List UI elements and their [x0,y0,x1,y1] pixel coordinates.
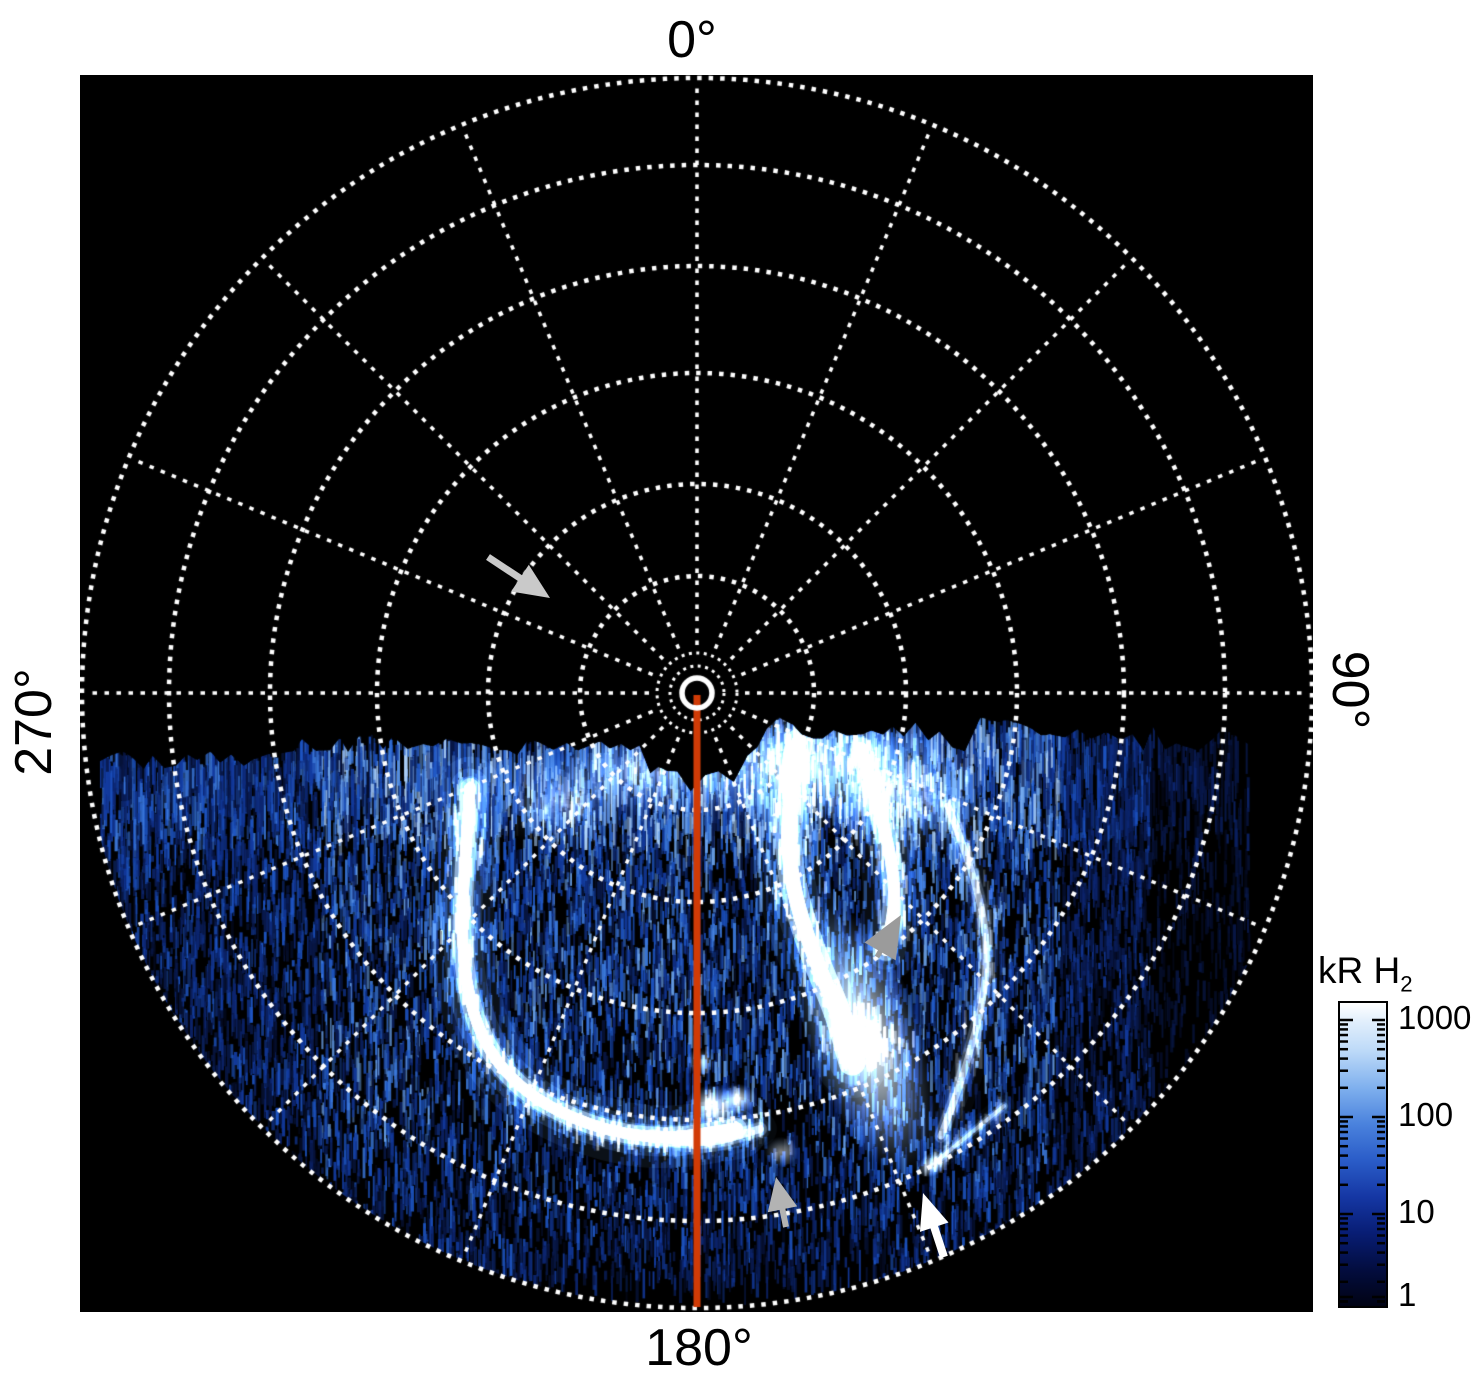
colorbar-ticks [1340,1018,1385,1303]
colorbar-title-sub: 2 [1400,971,1413,997]
colorbar-title: kR H2 [1318,950,1413,997]
angle-label-90: 90° [1321,650,1379,730]
angle-label-0: 0° [667,11,717,69]
angle-label-270: 270° [5,668,63,776]
polar-plot-canvas [80,75,1313,1312]
colorbar [1338,1001,1388,1308]
colorbar-tick-label: 1000 [1398,999,1472,1036]
colorbar-tick-label: 1 [1398,1276,1417,1313]
angle-label-180: 180° [645,1319,753,1377]
colorbar-title-main: kR H [1318,950,1401,991]
colorbar-tick-label: 10 [1398,1193,1435,1230]
colorbar-tick-label: 100 [1398,1096,1454,1133]
